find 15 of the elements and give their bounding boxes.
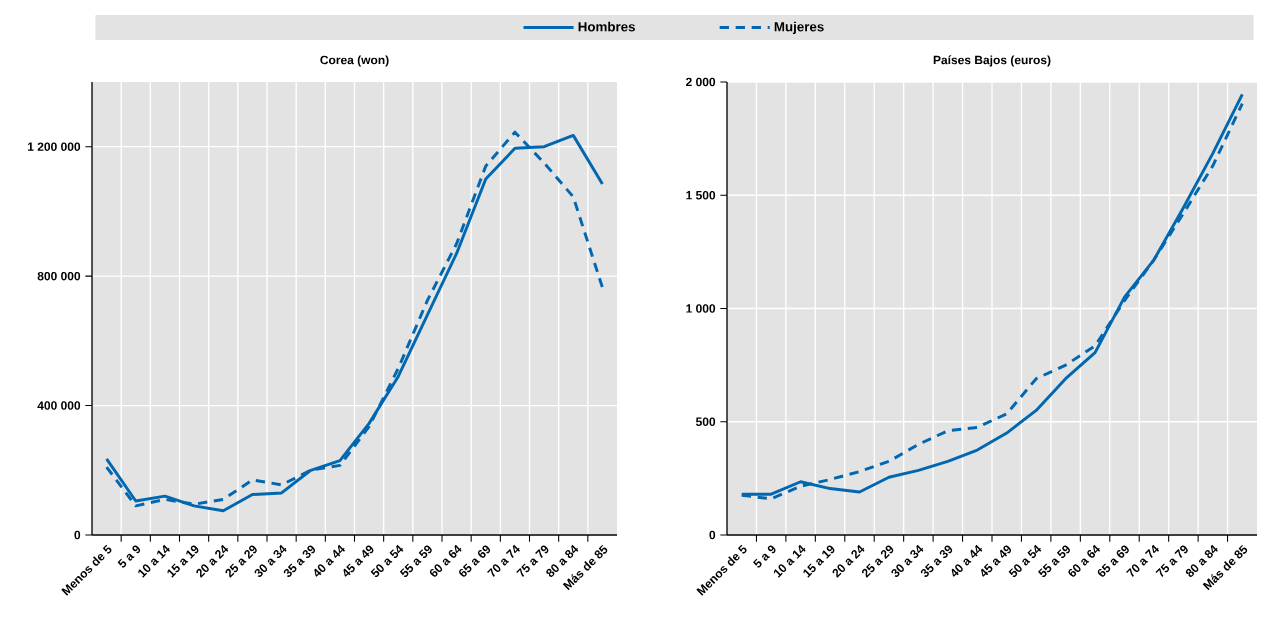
- y-tick-label: 400 000: [37, 401, 81, 410]
- x-tick-label: 5 a 9: [753, 545, 776, 568]
- y-tick-label: 2 000: [686, 77, 716, 87]
- legend-label: Hombres: [578, 21, 635, 32]
- x-tick-label: 5 a 9: [117, 545, 141, 568]
- y-tick-label: 0: [709, 530, 716, 540]
- y-tick-label: 1 500: [686, 190, 716, 200]
- legend-label: Mujeres: [774, 21, 824, 35]
- y-tick-label: 0: [74, 530, 81, 540]
- y-tick-label: 1 200 000: [28, 142, 81, 151]
- y-tick-label: 800 000: [37, 271, 81, 281]
- y-tick-label: 500: [695, 417, 716, 426]
- chart-title: Países Bajos (euros): [933, 55, 1051, 67]
- y-tick-label: 1 000: [686, 304, 716, 313]
- chart-title: Corea (won): [320, 55, 389, 67]
